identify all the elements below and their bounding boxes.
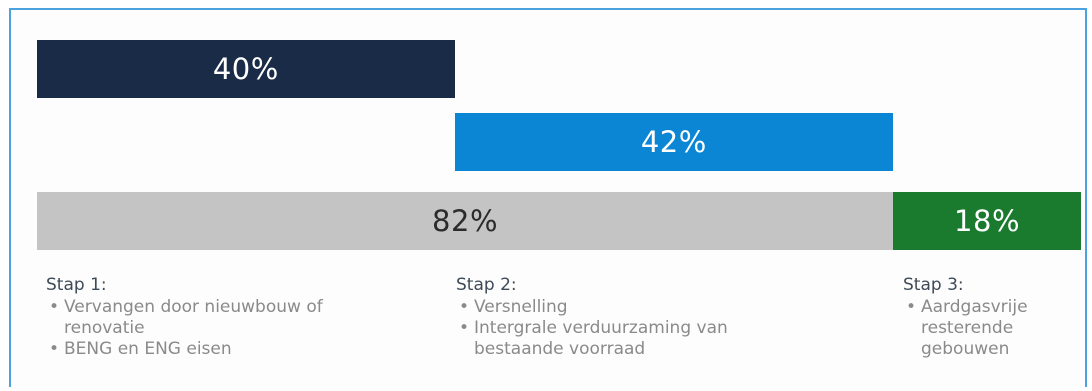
step-2-item: Intergrale verduurzaming van bestaande v… — [456, 318, 856, 360]
step-3-list: Aardgasvrije resterende gebouwen — [903, 297, 1083, 360]
step-3-title: Stap 3: — [903, 275, 964, 295]
bar-segment-18pct: 18% — [893, 192, 1081, 250]
step-2: Stap 2: Versnelling Intergrale verduurza… — [456, 275, 856, 360]
step-1: Stap 1: Vervangen door nieuwbouw of reno… — [46, 275, 426, 360]
bar-segment-42pct: 42% — [454, 113, 894, 171]
step-2-item: Versnelling — [456, 297, 856, 318]
step-3-item: Aardgasvrije resterende gebouwen — [903, 297, 1083, 360]
step-1-item: BENG en ENG eisen — [46, 339, 426, 360]
bar-segment-82pct: 82% — [37, 192, 894, 250]
step-2-title: Stap 2: — [456, 275, 517, 295]
step-3: Stap 3: Aardgasvrije resterende gebouwen — [903, 275, 1083, 360]
step-1-list: Vervangen door nieuwbouw of renovatie BE… — [46, 297, 426, 360]
step-1-title: Stap 1: — [46, 275, 107, 295]
step-2-list: Versnelling Intergrale verduurzaming van… — [456, 297, 856, 360]
bar-segment-40pct: 40% — [37, 40, 455, 98]
step-1-item: Vervangen door nieuwbouw of renovatie — [46, 297, 426, 339]
